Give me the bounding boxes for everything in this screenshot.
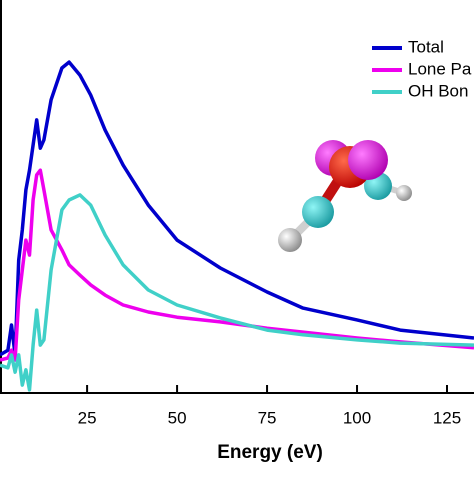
x-tick-label: 100	[343, 408, 371, 427]
x-tick-label: 125	[433, 408, 461, 427]
x-axis-label: Energy (eV)	[217, 442, 323, 463]
x-tick-label: 75	[258, 408, 277, 427]
x-tick-label: 25	[78, 408, 97, 427]
legend-label: OH Bon	[408, 81, 468, 100]
series-line	[0, 193, 474, 392]
legend-label: Lone Pa	[408, 59, 472, 78]
x-tick-label: 50	[168, 408, 187, 427]
legend-label: Total	[408, 37, 444, 56]
molecule	[278, 140, 412, 252]
plot-area	[0, 60, 474, 392]
series-line	[0, 60, 474, 357]
